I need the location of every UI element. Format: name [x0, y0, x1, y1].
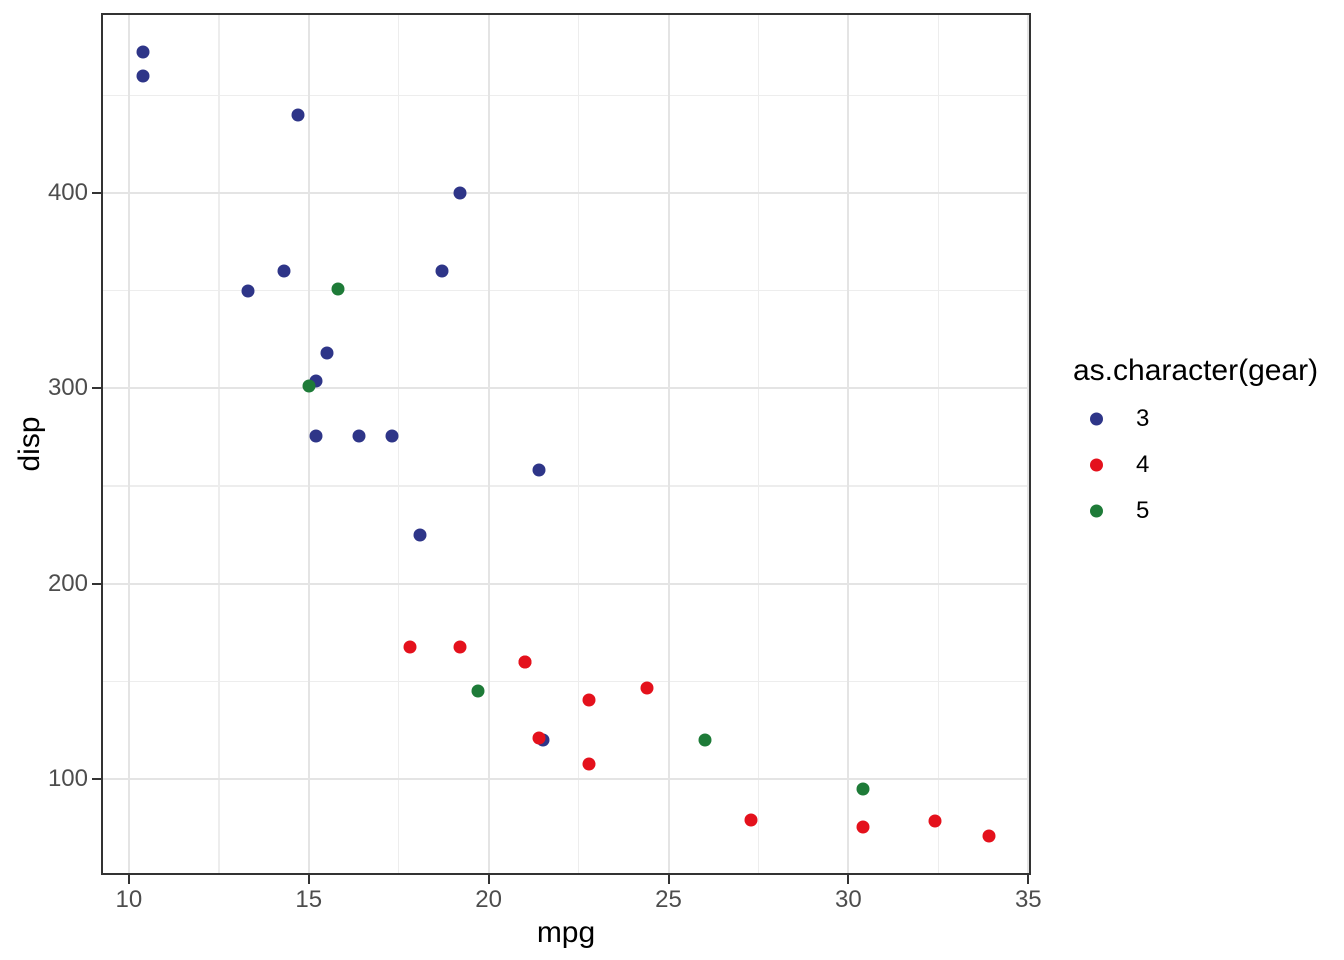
gridline-major-y: [101, 582, 1031, 585]
x-axis-tick: [487, 875, 490, 884]
data-point: [532, 731, 546, 745]
legend-entry: 3: [1073, 396, 1313, 442]
legend-entry-label: 3: [1136, 405, 1150, 432]
legend-entry: 4: [1073, 442, 1313, 488]
data-point: [518, 655, 532, 669]
data-point: [453, 640, 467, 654]
x-axis-title: mpg: [536, 916, 596, 949]
gridline-major-x: [847, 13, 850, 875]
data-point: [744, 813, 758, 827]
data-point: [352, 429, 366, 443]
data-point: [453, 186, 467, 200]
gridline-major-y: [101, 778, 1031, 781]
legend-key-dot: [1090, 412, 1103, 426]
gridline-minor-x: [218, 13, 220, 875]
data-point: [471, 684, 485, 698]
gridline-major-x: [127, 13, 130, 875]
gridline-minor-y: [101, 485, 1031, 487]
data-point: [856, 782, 870, 796]
data-point: [136, 69, 150, 83]
gridline-major-y: [101, 191, 1031, 194]
gridline-major-y: [101, 387, 1031, 390]
data-point: [331, 282, 345, 296]
data-point: [856, 820, 870, 834]
gridline-minor-x: [577, 13, 580, 875]
y-tick-label: 100: [47, 765, 88, 793]
data-point: [582, 757, 596, 771]
data-point: [385, 429, 398, 443]
legend-entry-label: 5: [1136, 497, 1150, 524]
data-point: [982, 829, 996, 843]
y-tick-label: 300: [47, 374, 88, 402]
data-point: [532, 463, 546, 477]
x-tick-label: 10: [115, 886, 143, 913]
plot-panel: [101, 13, 1031, 875]
data-point: [582, 693, 596, 706]
legend: as.character(gear) 3 4 5: [1073, 354, 1318, 534]
data-point: [291, 108, 305, 122]
gridline-minor-x: [397, 13, 400, 875]
legend-key-dot: [1090, 504, 1103, 518]
legend-entries: 3 4 5: [1073, 396, 1318, 534]
gridline-minor-y: [101, 94, 1031, 97]
y-axis-title: disp: [13, 416, 46, 472]
x-tick-label: 35: [1014, 886, 1042, 913]
gridline-major-x: [307, 13, 310, 875]
gridline-minor-y: [101, 289, 1031, 292]
x-tick-label: 30: [835, 886, 862, 913]
data-point: [698, 733, 711, 747]
data-point: [435, 264, 449, 278]
data-point: [136, 45, 150, 59]
data-point: [403, 640, 416, 654]
data-point: [928, 814, 942, 828]
data-point: [309, 429, 323, 443]
y-axis-tick: [92, 191, 101, 194]
x-axis-tick: [307, 875, 310, 884]
x-axis-tick: [667, 875, 670, 884]
gridline-major-x: [667, 13, 670, 875]
data-point: [241, 284, 255, 298]
y-tick-label: 200: [47, 569, 88, 597]
x-axis-tick: [847, 875, 850, 884]
gridline-minor-x: [757, 13, 760, 875]
y-axis-tick: [92, 582, 101, 585]
gridline-major-x: [1027, 13, 1030, 875]
y-axis-tick: [92, 387, 101, 390]
x-tick-label: 15: [295, 886, 323, 913]
legend-key-dot: [1090, 458, 1103, 472]
x-tick-label: 25: [655, 886, 682, 913]
legend-title: as.character(gear): [1073, 354, 1319, 387]
data-point: [640, 681, 654, 695]
x-tick-label: 20: [475, 886, 502, 913]
y-axis-tick: [92, 778, 101, 781]
legend-entry-label: 4: [1136, 451, 1150, 478]
data-point: [302, 379, 316, 393]
data-point: [413, 528, 427, 542]
legend-entry: 5: [1073, 488, 1313, 534]
x-axis-tick: [1027, 875, 1030, 884]
gridline-minor-x: [937, 13, 940, 875]
gridline-major-x: [487, 13, 490, 875]
gridline-minor-y: [101, 680, 1031, 683]
data-point: [320, 346, 334, 360]
x-axis-tick: [127, 875, 130, 884]
data-point: [277, 264, 291, 278]
y-tick-label: 400: [47, 178, 88, 206]
